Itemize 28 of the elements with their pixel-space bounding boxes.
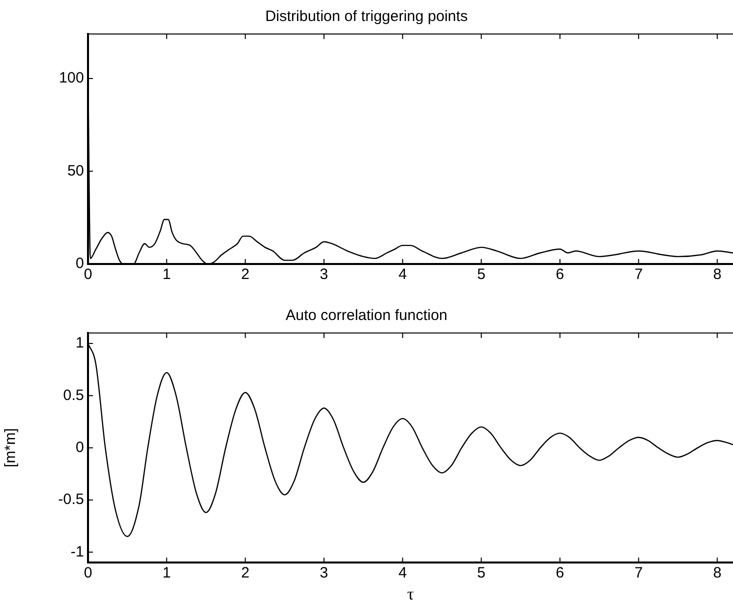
chart-title: Distribution of triggering points bbox=[265, 8, 468, 26]
x-axis-title: τ bbox=[407, 584, 414, 604]
y-tick-label: 100 bbox=[58, 70, 84, 87]
x-tick-label: 2 bbox=[241, 564, 250, 582]
x-tick-label: 3 bbox=[320, 266, 328, 284]
x-tick-label: 3 bbox=[320, 564, 328, 582]
y-tick-label: 0 bbox=[76, 438, 84, 456]
x-tick-label: 8 bbox=[713, 564, 722, 582]
x-tick-label: 7 bbox=[634, 564, 643, 582]
x-tick-label: 4 bbox=[398, 564, 407, 582]
x-tick-label: 6 bbox=[556, 564, 564, 582]
x-tick-label: 1 bbox=[162, 564, 171, 582]
x-tick-label: 1 bbox=[162, 266, 171, 284]
x-tick-label: 7 bbox=[634, 266, 643, 284]
y-tick-label: 50 bbox=[67, 162, 84, 180]
y-axis-title: [m*m] bbox=[2, 428, 20, 468]
x-tick-label: 5 bbox=[477, 266, 486, 284]
y-tick-label: -0.5 bbox=[58, 491, 84, 508]
y-tick-label: 1 bbox=[76, 334, 84, 352]
chart-title: Auto correlation function bbox=[286, 307, 448, 324]
y-tick-label: 0.5 bbox=[63, 386, 84, 404]
y-tick-label: 0 bbox=[76, 255, 84, 272]
x-tick-label: 2 bbox=[241, 266, 250, 284]
x-tick-label: 4 bbox=[398, 266, 407, 284]
x-tick-label: 5 bbox=[477, 564, 486, 582]
x-tick-label: 8 bbox=[713, 266, 722, 284]
y-tick-label: -1 bbox=[70, 543, 84, 560]
x-tick-label: 6 bbox=[556, 266, 564, 284]
